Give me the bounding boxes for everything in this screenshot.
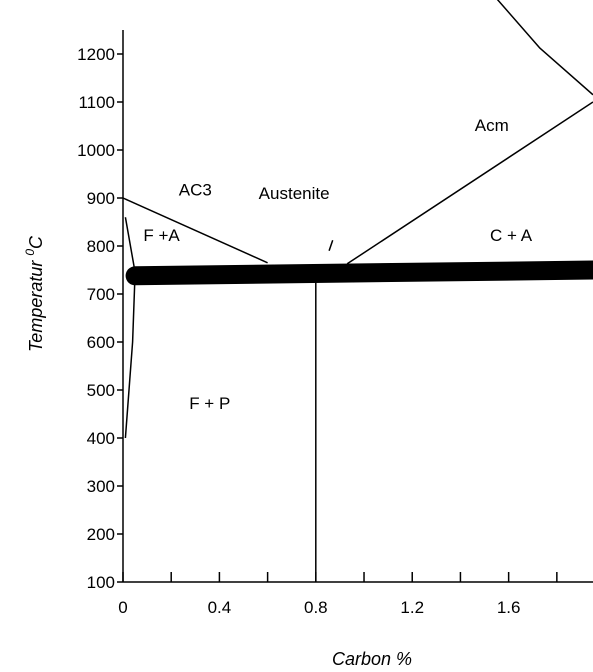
chart-lines — [122, 0, 593, 582]
y-axis-title: Temperatur 0C — [23, 235, 46, 352]
y-tick-label: 700 — [87, 285, 115, 304]
series-line-ac1-line — [125, 260, 593, 286]
y-tick-label: 100 — [87, 573, 115, 592]
x-tick-label: 0.8 — [304, 598, 328, 617]
x-tick-label: 0.4 — [208, 598, 232, 617]
x-axis-title: Carbon % — [332, 649, 412, 669]
y-tick-label: 400 — [87, 429, 115, 448]
y-tick-label: 1200 — [77, 45, 115, 64]
axis-ticks: 100 200 300 400 500 600 700 800 900 1000 1100 1200 0… — [77, 45, 558, 617]
y-axis-title-text: Temperatur — [26, 260, 46, 352]
series-line-ferrite-solvus — [124, 217, 136, 439]
region-label: C + A — [490, 226, 533, 245]
y-tick-label: 900 — [87, 189, 115, 208]
y-tick-label: 800 — [87, 237, 115, 256]
y-tick-label: 300 — [87, 477, 115, 496]
region-label: Acm — [475, 116, 509, 135]
x-tick-label: 1.6 — [497, 598, 521, 617]
series-line-top-curve — [496, 0, 593, 96]
series-line-small-tick — [328, 239, 334, 252]
y-tick-label: 600 — [87, 333, 115, 352]
y-tick-label: 1100 — [78, 93, 115, 112]
region-label: F +A — [143, 226, 180, 245]
region-label: Austenite — [259, 184, 330, 203]
x-tick-label: 1.2 — [400, 598, 424, 617]
y-axis-title-superscript: 0 — [23, 249, 37, 256]
chart-axes — [122, 30, 593, 583]
y-axis-title-unit: C — [26, 235, 46, 249]
y-tick-label: 500 — [87, 381, 115, 400]
y-tick-label: 1000 — [77, 141, 115, 160]
series-line-acm — [346, 101, 593, 265]
y-tick-label: 200 — [87, 525, 115, 544]
x-tick-label: 0 — [118, 598, 127, 617]
region-labels: AC3 Austenite F +A Acm C + A F + P — [143, 116, 532, 413]
region-label: AC3 — [179, 181, 212, 200]
region-label: F + P — [189, 394, 230, 413]
series-line-ac3 — [122, 197, 268, 264]
